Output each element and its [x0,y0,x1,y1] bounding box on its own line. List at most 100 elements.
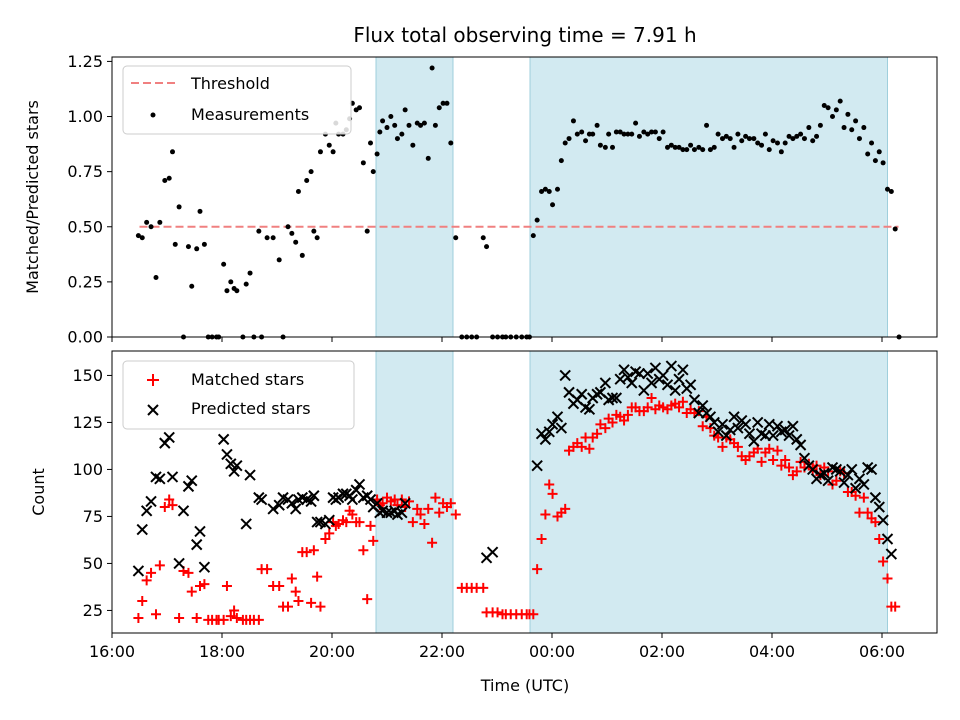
matched-star-point [492,607,503,618]
measurement-point [418,122,424,128]
matched-star-point [290,586,301,597]
predicted-star-point [154,473,166,485]
measurement-point [649,129,655,135]
predicted-star-point [661,379,674,391]
predicted-star-point [732,422,744,434]
measurement-point [144,219,150,225]
measurement-point [806,125,812,131]
bottom-ytick-label-1: 50 [83,554,103,573]
measurement-point [197,208,203,214]
predicted-star-point [739,418,752,431]
measurements-legend-swatch [150,112,156,118]
matched-star-point [430,492,441,503]
measurement-point [166,175,172,181]
measurement-point [285,224,291,230]
matched-star-point [365,520,376,531]
predicted-star-point [696,399,709,412]
predicted-legend-swatch [147,404,159,416]
matched-star-point [368,535,379,546]
measurement-point [837,98,843,104]
measurement-point [377,129,383,135]
measurement-point [539,188,545,194]
matched-star-point [174,612,185,623]
matched-star-point [315,601,326,612]
predicted-star-point [217,433,230,446]
measurement-point [861,125,867,131]
measurement-point [176,204,182,210]
predicted-star-point [551,411,564,423]
measurement-point [384,125,390,131]
measurement-point [731,144,737,150]
matched-star-point [874,534,885,544]
predicted-star-point [531,459,543,472]
measurement-point [743,133,749,139]
predicted-star-point [173,557,185,570]
predicted-star-point [673,373,685,385]
matched-legend-label: Matched stars [191,370,304,389]
measurement-point [625,131,631,137]
measurement-point [135,233,141,239]
measurement-point [299,252,305,258]
measurement-point [888,188,894,194]
matched-star-point [528,609,539,620]
predicted-star-point [834,465,846,478]
top-ytick-label-0: 0.00 [67,328,103,347]
matched-star-point [183,567,194,578]
measurement-point [680,147,686,153]
measurement-point [869,140,875,146]
bottom-x-axis: 16:00 18:00 20:00 22:00 00:00 02:00 04:00 06:00 [89,633,905,661]
measurement-point [735,131,741,137]
measurement-point [153,274,159,280]
measurement-point [432,122,438,128]
matched-star-point [218,614,229,625]
measurement-point [326,142,332,148]
measurement-point [711,144,717,150]
matched-star-point [791,466,802,477]
measurement-point [691,147,697,153]
measurement-point [610,144,615,150]
measurement-point [775,140,780,146]
predicted-star-point [728,411,740,423]
measurement-point [696,144,702,150]
matched-star-point [862,507,873,518]
predicted-star-point [371,497,383,509]
measurement-point [550,202,556,208]
predicted-star-point [665,360,678,372]
measurement-point [410,142,416,148]
measurement-point [684,147,690,153]
matched-star-point [308,545,319,556]
matched-star-point [592,428,603,439]
bottom-xtick-label-7: 06:00 [859,642,905,661]
predicted-star-point [688,394,701,406]
matched-star-points [133,393,901,625]
measurement-point [421,120,427,126]
measurement-point [234,288,240,294]
predicted-star-point [555,422,568,434]
matched-star-point [697,421,708,432]
matched-star-point [199,579,210,590]
measurement-point [583,138,589,144]
measurement-point [368,140,373,146]
bottom-ytick-label-5: 150 [72,366,103,385]
matched-star-point [164,494,175,505]
measurement-point [264,235,270,241]
matched-star-point [221,581,232,591]
measurement-point [189,283,195,289]
measurement-point [304,177,310,183]
measurement-point [762,131,768,137]
measurement-point [590,131,596,137]
matched-star-point [532,564,543,575]
predicted-star-point [677,364,689,376]
matched-star-point [151,609,161,620]
measurement-point [221,261,227,267]
measurement-point [172,241,178,247]
predicted-star-point [539,433,552,446]
measurement-point [746,136,752,142]
measurement-point [444,100,450,106]
matched-star-point [780,455,791,466]
matched-star-point [478,582,489,593]
predicted-star-point [791,433,803,446]
measurement-point [388,114,394,120]
matched-star-point [407,517,418,528]
